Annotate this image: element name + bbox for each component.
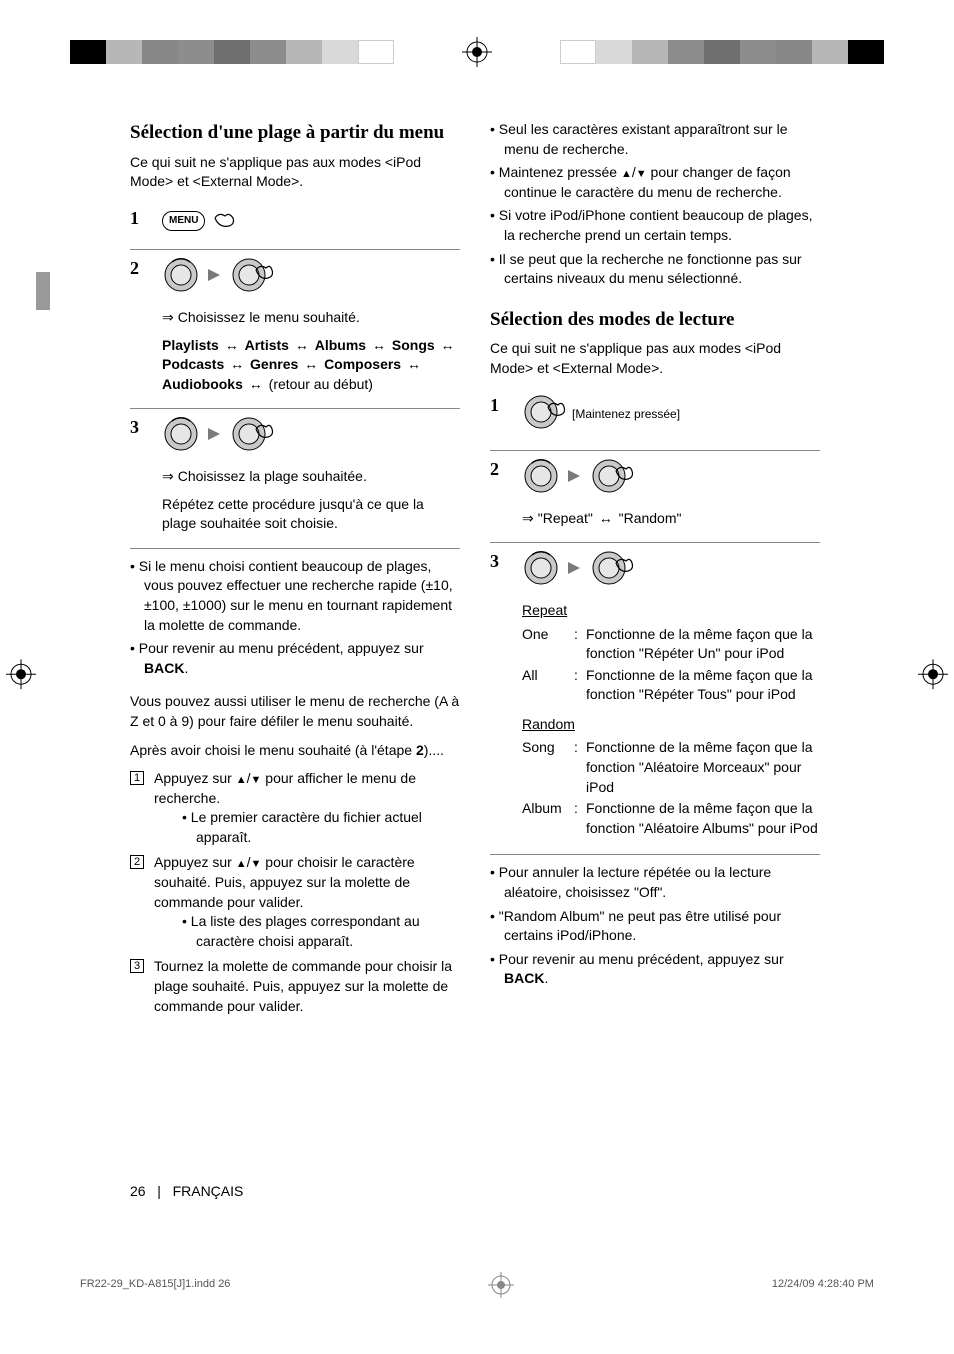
page-tab-mark	[36, 272, 50, 310]
column-right: Seul les caractères existant apparaîtron…	[490, 120, 820, 1220]
section-intro: Ce qui suit ne s'applique pas aux modes …	[490, 339, 820, 378]
text-run: )....	[424, 742, 444, 758]
definition-table: Song:Fonctionne de la même façon que la …	[522, 738, 820, 838]
crop-mark-icon	[462, 37, 492, 67]
menu-path: Playlists Artists Albums Songs Podcasts …	[162, 336, 460, 395]
dial-press-icon	[590, 549, 634, 593]
step-2: 2 "Repeat" "Random"	[490, 451, 820, 543]
crop-mark-icon	[488, 1272, 514, 1298]
definition-row: All:Fonctionne de la même façon que la f…	[522, 666, 820, 705]
substep-list: 1Appuyez sur / pour afficher le menu de …	[130, 769, 460, 1016]
reg-blocks-left	[70, 40, 394, 64]
section-intro: Ce qui suit ne s'applique pas aux modes …	[130, 153, 460, 192]
language-label: FRANÇAIS	[173, 1183, 244, 1199]
dial-icon	[162, 415, 200, 459]
step-number: 1	[490, 393, 508, 418]
column-left: Sélection d'une plage à partir du menu C…	[130, 120, 460, 1220]
press-hand-icon	[211, 206, 239, 236]
back-label: BACK	[144, 660, 184, 676]
double-arrow-icon	[597, 510, 615, 526]
list-item: Si votre iPod/iPhone contient beaucoup d…	[504, 206, 820, 245]
text-run: Après avoir choisi le menu souhaité (à l…	[130, 742, 416, 758]
section-heading: Sélection des modes de lecture	[490, 307, 820, 334]
repeat-heading: Repeat	[522, 601, 820, 621]
definition-row: One:Fonctionne de la même façon que la f…	[522, 625, 820, 664]
list-item: Pour annuler la lecture répétée ou la le…	[504, 863, 820, 902]
step3-instruction: Choisissez la plage souhaitée.	[178, 468, 367, 484]
list-item: Si le menu choisi contient beaucoup de p…	[144, 557, 460, 635]
step-1: 1 [Maintenez pressée]	[490, 387, 820, 452]
mode-path: "Repeat" "Random"	[522, 509, 820, 529]
step-number: 3	[130, 415, 148, 440]
menu-button-icon: MENU	[162, 211, 205, 231]
step-number: 3	[490, 549, 508, 574]
note-list: Seul les caractères existant apparaîtron…	[490, 120, 820, 289]
dial-press-icon	[522, 393, 566, 437]
step-1: 1 MENU	[130, 200, 460, 251]
list-item-text: Pour revenir au menu précédent, appuyez …	[499, 951, 784, 967]
step3-note: Répétez cette procédure jusqu'à ce que l…	[162, 495, 460, 534]
hold-note: [Maintenez pressée]	[572, 406, 680, 423]
definition-row: Song:Fonctionne de la même façon que la …	[522, 738, 820, 797]
page-footer: 26 | FRANÇAIS	[130, 1182, 243, 1202]
step-3: 3 Choisissez la plage souhaitée. Répétez…	[130, 409, 460, 548]
step-number: 2	[490, 457, 508, 482]
random-heading: Random	[522, 715, 820, 735]
list-item: Seul les caractères existant apparaîtron…	[504, 120, 820, 159]
list-item-text: Pour revenir au menu précédent, appuyez …	[139, 640, 424, 656]
imprint-line: FR22-29_KD-A815[J]1.indd 26 12/24/09 4:2…	[80, 1272, 874, 1298]
reg-blocks-right	[560, 40, 884, 64]
arrow-right-icon	[206, 426, 224, 448]
imprint-time: 12/24/09 4:28:40 PM	[772, 1277, 874, 1292]
definition-table: One:Fonctionne de la même façon que la f…	[522, 625, 820, 705]
step-number: 1	[130, 206, 148, 231]
note-list: Pour annuler la lecture répétée ou la le…	[490, 863, 820, 989]
step-3: 3 Repeat One:Fonctionne de la même façon…	[490, 543, 820, 854]
paragraph: Après avoir choisi le menu souhaité (à l…	[130, 741, 460, 761]
substep-item: 1Appuyez sur / pour afficher le menu de …	[130, 769, 460, 847]
substep-item: 2Appuyez sur / pour choisir le caractère…	[130, 853, 460, 951]
list-item: Maintenez pressée / pour changer de faço…	[504, 163, 820, 202]
section-heading: Sélection d'une plage à partir du menu	[130, 120, 460, 147]
list-item: Pour revenir au menu précédent, appuyez …	[144, 639, 460, 678]
imprint-file: FR22-29_KD-A815[J]1.indd 26	[80, 1277, 230, 1292]
dial-icon	[162, 256, 200, 300]
registration-bar-top	[0, 32, 954, 72]
step-2: 2 Choisissez le menu souhaité. Playlists…	[130, 250, 460, 409]
dial-icon	[522, 457, 560, 501]
step2-instruction: Choisissez le menu souhaité.	[178, 309, 360, 325]
crop-mark-right-icon	[918, 659, 948, 695]
text-run: "Repeat"	[538, 510, 593, 526]
back-label: BACK	[504, 970, 544, 986]
note-list: Si le menu choisi contient beaucoup de p…	[130, 557, 460, 679]
paragraph: Vous pouvez aussi utiliser le menu de re…	[130, 692, 460, 731]
dial-press-icon	[230, 415, 274, 459]
dial-press-icon	[230, 256, 274, 300]
arrow-right-outline-icon	[522, 510, 538, 526]
page-number: 26	[130, 1183, 146, 1199]
page-content: Sélection d'une plage à partir du menu C…	[130, 120, 820, 1220]
substep-item: 3Tournez la molette de commande pour cho…	[130, 957, 460, 1016]
arrow-right-icon	[566, 560, 584, 582]
text-run: "Random"	[619, 510, 682, 526]
list-item: Il se peut que la recherche ne fonctionn…	[504, 250, 820, 289]
arrow-right-outline-icon	[162, 468, 178, 484]
dial-icon	[522, 549, 560, 593]
definition-row: Album:Fonctionne de la même façon que la…	[522, 799, 820, 838]
step-ref: 2	[416, 742, 424, 758]
list-item: Pour revenir au menu précédent, appuyez …	[504, 950, 820, 989]
arrow-right-outline-icon	[162, 309, 178, 325]
arrow-right-icon	[206, 267, 224, 289]
step-number: 2	[130, 256, 148, 281]
crop-mark-left-icon	[6, 659, 36, 695]
dial-press-icon	[590, 457, 634, 501]
arrow-right-icon	[566, 468, 584, 490]
list-item: "Random Album" ne peut pas être utilisé …	[504, 907, 820, 946]
